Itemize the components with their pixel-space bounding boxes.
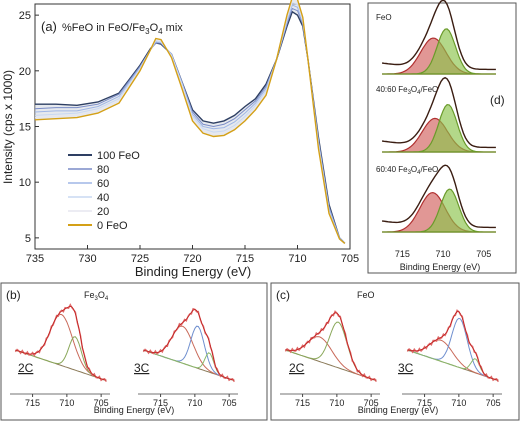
green-component	[382, 103, 496, 153]
x-tick-label: 715	[153, 398, 168, 408]
panel-c-sample: FeO	[357, 290, 375, 300]
legend-label: 0 FeO	[97, 220, 128, 232]
panel-c: (c) FeO 715 710 705 2C 715 710 705 3C Binding E…	[276, 288, 502, 415]
fit-plot-3C: 715 710 705 3C	[134, 307, 238, 408]
panel-a-label: (a)	[41, 19, 57, 34]
panel-b-x-label: Binding Energy (eV)	[94, 405, 175, 415]
panel-a-y-label: Intensity (cps x 1000)	[1, 70, 15, 184]
x-tick-label: 730	[78, 253, 96, 265]
panel-b-label: (b)	[6, 288, 21, 302]
fit-envelope	[285, 312, 377, 381]
panel-d-x-ticks: 715 710 705	[395, 249, 491, 259]
x-tick-label: 725	[131, 253, 149, 265]
x-tick-label: 705	[364, 398, 379, 408]
x-tick-label: 705	[486, 398, 501, 408]
y-tick-label: 5	[25, 233, 31, 245]
green-component	[382, 28, 496, 75]
x-tick-label: 715	[295, 398, 310, 408]
legend-label: 100 FeO	[97, 150, 140, 162]
fit-label-3C: 3C	[398, 361, 414, 375]
raw-spectrum	[406, 309, 499, 383]
inset-label: 40:60 Fe3O4/FeO	[376, 85, 438, 96]
panel-d-inset-2: 40:60 Fe3O4/FeO	[376, 76, 496, 153]
y-tick-label: 25	[19, 10, 31, 22]
panel-d-inset-1: FeO	[376, 0, 496, 75]
x-tick-label: 710	[329, 398, 344, 408]
panel-d: (d) FeO 40:60 Fe3O4/FeO 60:40 Fe3O4/FeO 71…	[376, 0, 505, 272]
x-tick-label: 705	[476, 249, 491, 259]
fit-envelope	[15, 305, 107, 381]
series-line-5	[34, 0, 346, 244]
panel-a-y-ticks: 5 10 15 20 25	[19, 10, 39, 245]
panel-b-sample: Fe3O4	[84, 290, 109, 302]
fit-label-3C: 3C	[134, 361, 150, 375]
component-2	[407, 317, 499, 381]
fit-label-2C: 2C	[18, 361, 34, 375]
x-tick-label: 715	[236, 253, 254, 265]
fit-plot-3C: 715 710 705 3C	[398, 309, 502, 408]
x-tick-label: 715	[25, 398, 40, 408]
panel-a-title: %FeO in FeO/Fe3O4 mix	[62, 22, 183, 36]
panel-d-inset-3: 60:40 Fe3O4/FeO	[376, 164, 496, 233]
legend-label: 60	[97, 178, 109, 190]
inset-label: 60:40 Fe3O4/FeO	[376, 165, 438, 176]
panel-c-frame	[270, 282, 520, 421]
fit-envelope	[407, 311, 499, 381]
x-tick-label: 710	[451, 398, 466, 408]
y-tick-label: 15	[19, 122, 31, 134]
x-tick-label: 705	[341, 253, 359, 265]
x-tick-label: 715	[417, 398, 432, 408]
fit-plot-2C: 715 710 705 2C	[10, 303, 110, 408]
legend-label: 80	[97, 164, 109, 176]
panel-a-series	[34, 0, 346, 244]
legend-label: 40	[97, 192, 109, 204]
x-tick-label: 705	[222, 398, 237, 408]
panel-a-legend: 100 FeO 80 60 40 20 0 FeO	[68, 150, 140, 232]
panel-c-label: (c)	[276, 288, 290, 302]
legend-label: 20	[97, 206, 109, 218]
panel-c-x-label: Binding Energy (eV)	[358, 405, 439, 415]
x-tick-label: 705	[94, 398, 109, 408]
x-tick-label: 735	[26, 253, 44, 265]
y-tick-label: 10	[19, 177, 31, 189]
y-tick-label: 20	[19, 66, 31, 78]
inset-label: FeO	[376, 13, 392, 22]
panel-a-x-ticks: 735 730 725 720 715 710 705	[26, 245, 359, 265]
panel-d-x-label: Binding Energy (eV)	[400, 262, 481, 272]
panel-a-x-label: Binding Energy (eV)	[135, 264, 251, 279]
envelope-curve	[381, 76, 496, 149]
x-tick-label: 715	[395, 249, 410, 259]
panel-b: (b) Fe3O4 715 710 705 2C 715 710 705 3C Binding…	[6, 288, 238, 415]
x-tick-label: 710	[436, 249, 451, 259]
fit-plot-2C: 715 710 705 2C	[280, 310, 380, 408]
panel-d-frame	[367, 2, 517, 274]
panel-d-label: (d)	[490, 93, 505, 107]
fit-envelope	[143, 308, 235, 381]
x-tick-label: 710	[187, 398, 202, 408]
x-tick-label: 710	[59, 398, 74, 408]
green-component	[382, 188, 496, 233]
x-tick-label: 720	[183, 253, 201, 265]
panel-a-plot-area	[34, 3, 351, 250]
fit-label-2C: 2C	[289, 361, 305, 375]
panel-a: 735 730 725 720 715 710 705 5 10 15 20 25 (a) %FeO…	[1, 0, 359, 279]
panel-b-frame	[0, 282, 268, 421]
envelope-curve	[381, 0, 496, 71]
x-tick-label: 710	[288, 253, 306, 265]
envelope-curve	[382, 164, 496, 229]
